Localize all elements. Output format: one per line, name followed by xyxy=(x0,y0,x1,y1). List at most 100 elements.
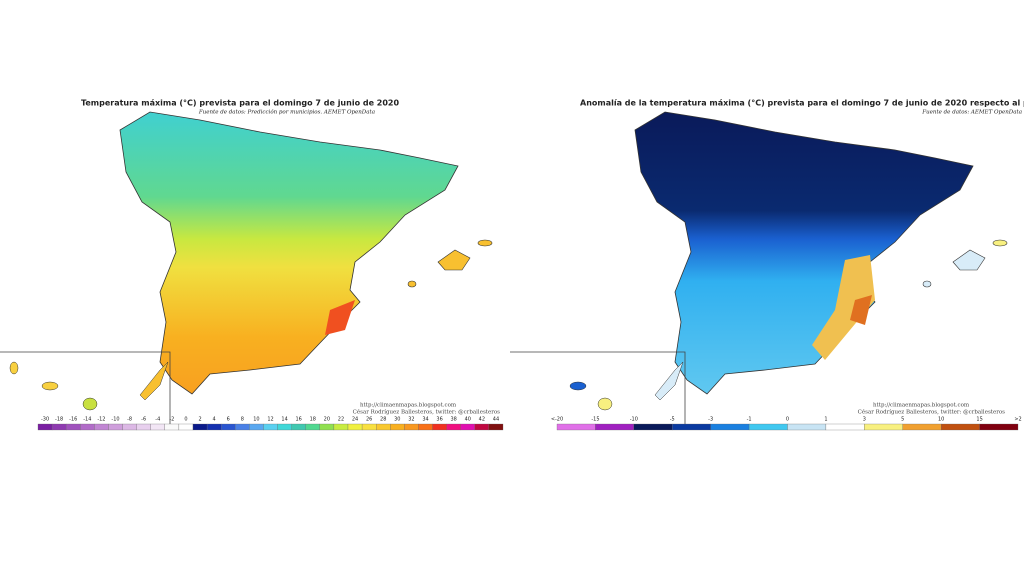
legend-label: 44 xyxy=(493,417,499,423)
legend-label: 24 xyxy=(352,417,358,423)
legend-label: 42 xyxy=(479,417,485,423)
legend-swatch xyxy=(249,423,264,431)
legend-swatch xyxy=(221,423,236,431)
legend-swatch xyxy=(748,423,788,431)
legend-swatch xyxy=(66,423,81,431)
inset-frame xyxy=(0,351,171,430)
island xyxy=(82,397,98,411)
legend-swatch xyxy=(361,423,377,431)
legend-label: 1 xyxy=(824,417,827,423)
legend-swatch xyxy=(51,423,67,431)
legend-swatch xyxy=(390,423,405,431)
legend-label: 18 xyxy=(310,417,316,423)
island xyxy=(407,280,417,288)
legend-swatch xyxy=(446,423,461,431)
legend-swatch xyxy=(595,423,634,431)
legend-swatch xyxy=(192,423,208,431)
legend-label: 2 xyxy=(198,417,201,423)
legend-swatch xyxy=(902,423,942,431)
island xyxy=(597,397,613,411)
island xyxy=(654,361,684,401)
legend-label: 10 xyxy=(938,417,944,423)
legend-label: 5 xyxy=(901,417,904,423)
legend-swatch xyxy=(347,423,363,431)
legend-label: -15 xyxy=(591,417,599,423)
color-legend: <-20 -15 -10 -5 -3 -1 0 1 3 5 10 15 >2 xyxy=(551,417,1022,431)
legend-swatch xyxy=(376,423,391,431)
legend-label: -12 xyxy=(97,417,105,423)
legend-swatch xyxy=(178,423,194,431)
legend-swatch xyxy=(136,423,151,431)
island xyxy=(952,249,986,271)
legend-swatch xyxy=(333,423,349,431)
legend-swatch xyxy=(941,423,980,431)
legend-swatch xyxy=(404,423,419,431)
legend-label: 40 xyxy=(465,417,471,423)
legend-swatch xyxy=(108,423,123,431)
legend-label: 30 xyxy=(394,417,400,423)
island xyxy=(41,381,59,391)
legend-swatch xyxy=(263,423,278,431)
legend-swatch xyxy=(556,423,596,431)
data-source: Fuente de datos: Predicción por municipi… xyxy=(198,109,375,116)
legend-label: 8 xyxy=(241,417,244,423)
legend-swatch xyxy=(235,423,250,431)
island xyxy=(139,361,169,401)
credit-author: César Rodríguez Ballesteros, twitter: @c… xyxy=(858,409,1006,416)
legend-label: 20 xyxy=(324,417,330,423)
legend-label: -14 xyxy=(83,417,91,423)
legend-swatch xyxy=(319,423,335,431)
legend-swatch xyxy=(122,423,137,431)
data-source: Fuente de datos: AEMET OpenData xyxy=(921,110,1022,116)
legend-swatch xyxy=(164,423,180,431)
legend-label: 34 xyxy=(422,417,428,423)
legend-label: 26 xyxy=(366,417,372,423)
legend-swatch xyxy=(305,423,320,431)
legend-swatch xyxy=(37,423,53,431)
credit-url: http://climaenmapas.blogspot.com xyxy=(873,403,970,409)
legend-swatch xyxy=(94,423,109,431)
warm-anomaly xyxy=(812,255,875,360)
legend-label: 4 xyxy=(213,417,216,423)
legend-swatch xyxy=(825,423,865,431)
legend-label: -5 xyxy=(670,417,675,423)
legend-label: 0 xyxy=(786,417,789,423)
map-title: Temperatura máxima (°C) prevista para el… xyxy=(81,99,400,108)
legend-label: <-20 xyxy=(551,417,563,423)
legend-label: 38 xyxy=(450,417,456,423)
legend-swatch xyxy=(277,423,292,431)
legend-swatch xyxy=(80,423,95,431)
island xyxy=(992,239,1008,247)
legend-label: 10 xyxy=(253,417,259,423)
legend-label: 36 xyxy=(436,417,442,423)
map-title: Anomalía de la temperatura máxima (°C) p… xyxy=(580,99,1024,108)
island xyxy=(477,239,493,247)
legend-swatch xyxy=(979,423,1019,431)
legend-label: -10 xyxy=(111,417,119,423)
legend-swatch xyxy=(474,423,490,431)
legend-label: 28 xyxy=(380,417,386,423)
credit-url: http://climaenmapas.blogspot.com xyxy=(360,403,457,409)
island xyxy=(569,381,587,391)
legend-swatch xyxy=(150,423,165,431)
legend-swatch xyxy=(460,423,475,431)
color-legend: -30 -18 -16 -14 -12 -10 -8 -6 -4 -2 0 2 4 6 8 10 12 14 16 1… xyxy=(37,417,504,431)
legend-label: -18 xyxy=(55,417,63,423)
legend-label: 22 xyxy=(338,417,344,423)
land xyxy=(119,111,459,395)
legend-swatch xyxy=(864,423,903,431)
legend-label: -3 xyxy=(708,417,713,423)
legend-swatch xyxy=(291,423,306,431)
legend-label: -8 xyxy=(127,417,132,423)
legend-swatch xyxy=(488,423,504,431)
island xyxy=(437,249,471,271)
legend-label: >2 xyxy=(1014,417,1021,423)
hot-spot xyxy=(325,300,355,335)
inset-frame xyxy=(510,351,686,430)
legend-label: 15 xyxy=(976,417,982,423)
legend-label: -16 xyxy=(69,417,77,423)
legend-label: -1 xyxy=(747,417,752,423)
legend-label: 16 xyxy=(295,417,301,423)
legend-swatch xyxy=(432,423,447,431)
left-map: Temperatura máxima (°C) prevista para el… xyxy=(0,99,504,431)
